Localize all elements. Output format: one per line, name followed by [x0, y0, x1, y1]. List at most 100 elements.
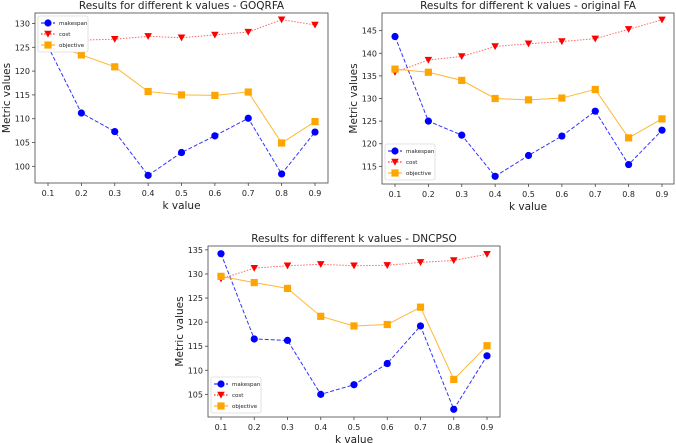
objective-marker [558, 94, 566, 102]
cost-marker [283, 262, 292, 270]
makespan-marker [211, 132, 219, 140]
makespan-marker [44, 19, 52, 27]
chart-title: Results for different k values - GOQRFA [79, 0, 285, 12]
makespan-marker [283, 336, 292, 345]
objective-marker [44, 41, 52, 49]
objective-marker [458, 76, 466, 85]
y-axis-label: Metric values [348, 63, 360, 133]
cost-marker [144, 33, 152, 40]
cost-marker [416, 259, 425, 266]
cost-marker [311, 21, 319, 29]
y-tick-label: 130 [188, 270, 203, 279]
objective-marker [211, 91, 219, 99]
chart-1: Results for different k values - GOQRFA k… [1, 0, 329, 212]
x-axis-label: k value [509, 201, 547, 213]
makespan-marker [591, 107, 599, 115]
y-tick-label: 105 [15, 139, 30, 148]
series-objective [391, 65, 666, 142]
legend: makespan cost objective [37, 15, 89, 53]
objective-marker [250, 279, 258, 287]
x-tick-label: 0.1 [389, 190, 402, 199]
x-tick-label: 0.3 [281, 423, 294, 432]
objective-marker [625, 134, 633, 142]
makespan-marker [625, 160, 633, 169]
objective-marker [177, 91, 186, 99]
cost-marker [591, 35, 600, 43]
x-tick-label: 0.8 [447, 423, 460, 432]
legend-label-cost: cost [232, 393, 244, 399]
objective-marker [491, 94, 499, 103]
cost-marker [524, 40, 533, 48]
objective-marker [77, 51, 85, 59]
x-tick-label: 0.3 [108, 189, 121, 198]
legend: makespan cost objective [210, 376, 262, 414]
makespan-marker [144, 171, 152, 179]
legend-label-makespan: makespan [232, 382, 261, 388]
y-tick-label: 115 [15, 91, 30, 100]
x-tick-label: 0.8 [275, 189, 288, 198]
objective-marker [383, 320, 391, 329]
cost-marker [391, 158, 399, 166]
legend: makespan cost objective [384, 143, 436, 181]
objective-marker [524, 96, 533, 104]
makespan-marker [350, 381, 358, 389]
legend-label-objective: objective [232, 404, 258, 410]
series-objective [217, 272, 491, 384]
cost-marker [44, 30, 52, 38]
cost-marker [177, 34, 186, 42]
objective-marker [658, 115, 666, 123]
legend-label-cost: cost [406, 160, 418, 166]
x-tick-label: 0.4 [314, 423, 327, 432]
series-makespan [391, 32, 666, 180]
objective-marker [591, 85, 599, 94]
x-tick-label: 0.4 [489, 190, 502, 199]
objective-marker [217, 402, 225, 410]
y-tick-label: 135 [362, 72, 377, 81]
cost-marker [250, 264, 259, 272]
x-axis-label: k value [162, 200, 200, 212]
y-tick-label: 110 [188, 366, 203, 375]
objective-marker [317, 312, 325, 320]
x-tick-label: 0.1 [42, 189, 55, 198]
makespan-marker [391, 32, 399, 41]
y-tick-label: 120 [362, 140, 377, 149]
y-tick-label: 105 [188, 390, 203, 399]
chart-title: Results for different k values - origina… [420, 0, 637, 12]
makespan-marker [244, 114, 252, 122]
objective-marker [144, 87, 152, 96]
cost-line [220, 253, 488, 280]
legend-label-makespan: makespan [59, 21, 88, 27]
makespan-marker [458, 131, 466, 139]
x-axis-label: k value [335, 434, 373, 443]
y-tick-label: 125 [188, 294, 203, 303]
y-tick-label: 130 [362, 95, 377, 104]
cost-marker [483, 250, 491, 258]
y-tick-label: 145 [362, 27, 377, 36]
cost-marker [457, 53, 466, 61]
x-tick-label: 0.6 [381, 423, 394, 432]
makespan-marker [416, 322, 425, 330]
x-tick-label: 0.3 [455, 190, 468, 199]
x-tick-label: 0.5 [522, 190, 535, 199]
x-tick-label: 0.9 [481, 423, 494, 432]
cost-marker [624, 26, 633, 33]
cost-marker [383, 262, 392, 269]
makespan-marker [77, 109, 85, 117]
makespan-marker [278, 170, 286, 178]
y-tick-label: 120 [15, 67, 30, 76]
legend-label-objective: objective [406, 171, 432, 177]
cost-marker [211, 31, 219, 39]
objective-marker [424, 68, 432, 76]
y-tick-label: 125 [15, 43, 30, 52]
y-tick-label: 125 [362, 117, 377, 126]
cost-marker [658, 16, 666, 24]
cost-marker [277, 16, 286, 24]
makespan-marker [311, 128, 319, 136]
objective-marker [111, 63, 119, 71]
x-tick-label: 0.6 [556, 190, 569, 199]
cost-marker [491, 43, 499, 51]
makespan-marker [450, 405, 458, 413]
x-tick-label: 0.5 [348, 423, 361, 432]
makespan-line [47, 46, 316, 177]
